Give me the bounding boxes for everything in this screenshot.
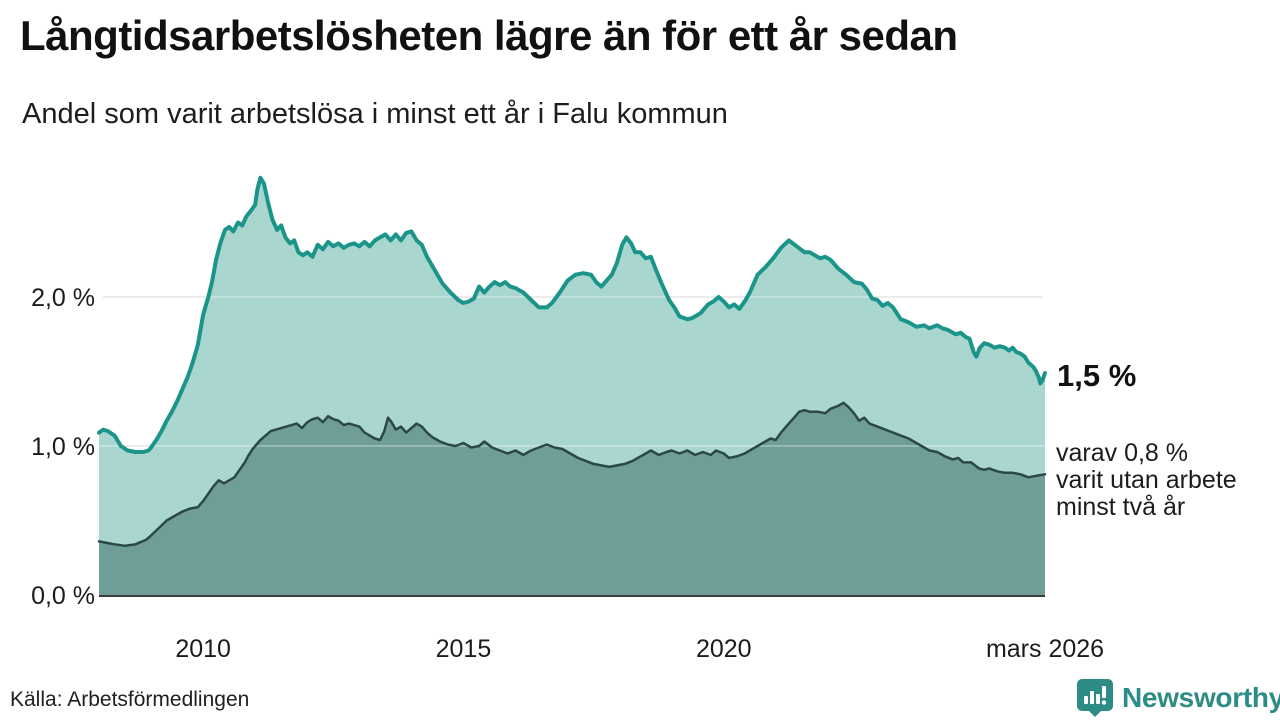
x-tick-label: 2015	[436, 635, 492, 663]
page-title: Långtidsarbetslösheten lägre än för ett …	[20, 12, 958, 59]
y-tick-label: 1,0 %	[31, 433, 95, 461]
source-note: Källa: Arbetsförmedlingen	[10, 688, 250, 711]
newsworthy-bubble-icon	[1077, 679, 1113, 717]
total-line	[97, 175, 1047, 454]
two-year-annotation: varav 0,8 % varit utan arbete minst två …	[1056, 439, 1237, 521]
y-tick-label: 0,0 %	[31, 582, 95, 610]
x-tick-label: 2020	[696, 635, 752, 663]
latest-value-label: 1,5 %	[1057, 358, 1137, 393]
two-year-line	[97, 401, 1047, 548]
x-tick-label: 2010	[175, 635, 231, 663]
page-subtitle: Andel som varit arbetslösa i minst ett å…	[22, 98, 728, 130]
two-year-area-fill	[99, 402, 1045, 595]
newsworthy-logo: Newsworthy	[1076, 678, 1280, 718]
y-tick-label: 2,0 %	[31, 284, 95, 312]
x-tick-label: mars 2026	[986, 635, 1104, 663]
newsworthy-wordmark: Newsworthy	[1122, 682, 1280, 713]
